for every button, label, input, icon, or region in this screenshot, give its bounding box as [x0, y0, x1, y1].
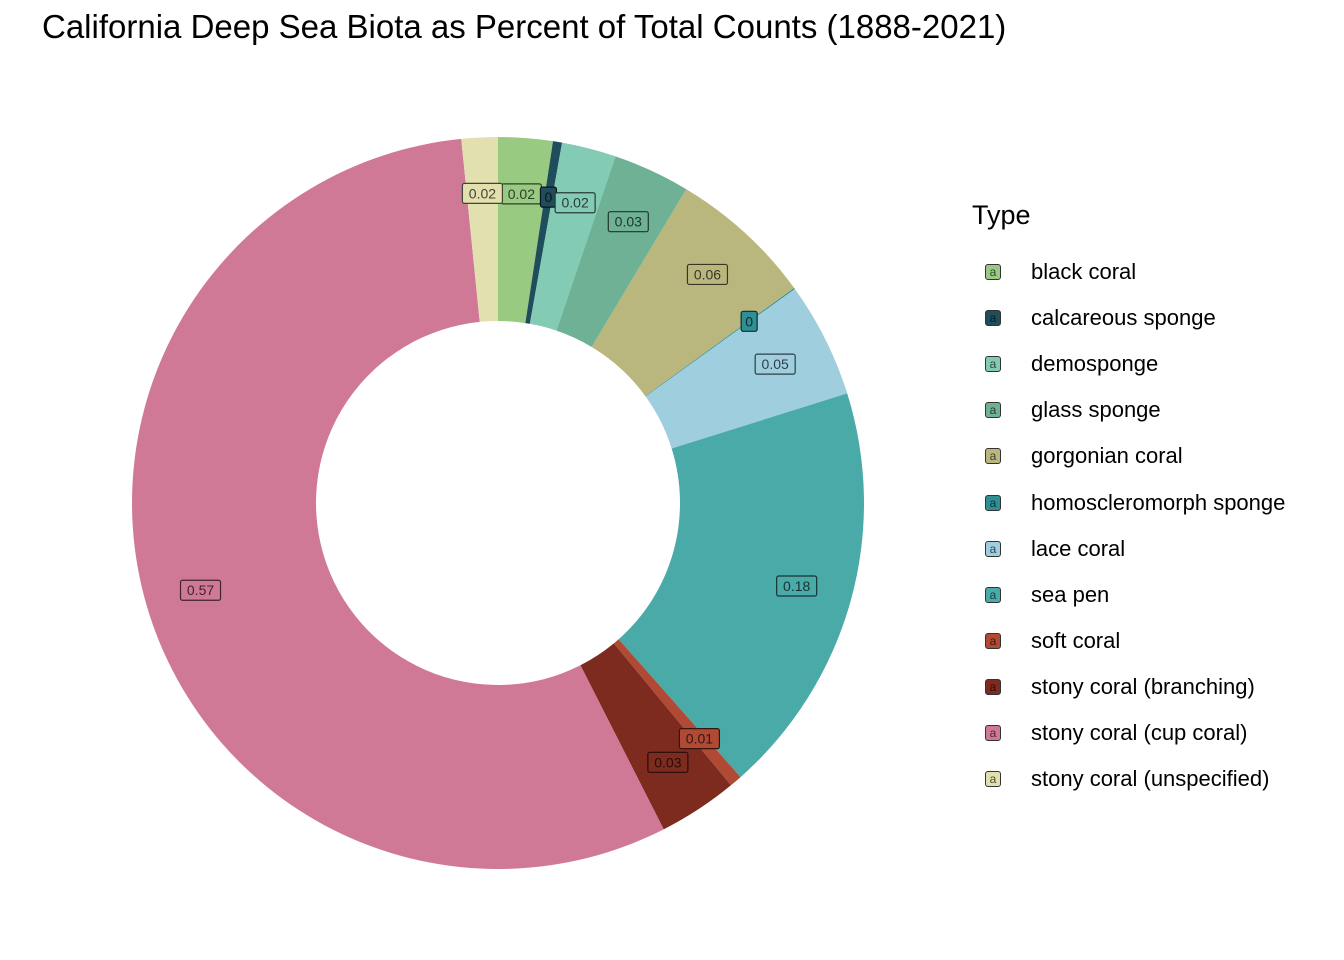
- legend-label: stony coral (cup coral): [1031, 719, 1248, 745]
- legend-item-homoscleromorph-sponge: a homoscleromorph sponge: [972, 479, 1285, 525]
- data-label-text: 0: [745, 313, 753, 329]
- slice-stony-coral-cup-coral: [132, 138, 664, 869]
- legend-label: sea pen: [1031, 581, 1110, 607]
- legend-item-lace-coral: a lace coral: [972, 526, 1285, 572]
- data-label-text: 0.02: [469, 185, 496, 201]
- legend-item-demosponge: a demosponge: [972, 341, 1285, 387]
- data-label-gorgonian-coral: 0.06: [686, 263, 729, 286]
- data-label-demosponge: 0.02: [554, 192, 596, 214]
- data-label-text: 0.03: [654, 754, 681, 770]
- data-label-box: [179, 579, 222, 601]
- legend-key: a: [985, 678, 1001, 695]
- slice-lace-coral: [645, 288, 848, 449]
- legend-items: a black coral a calcareous sponge a demospong…: [972, 249, 1285, 802]
- data-label-text: 0.02: [562, 195, 589, 211]
- slice-gorgonian-coral: [591, 189, 795, 397]
- legend-item-calcareous-sponge: a calcareous sponge: [972, 295, 1285, 341]
- data-label-sea-pen: 0.18: [776, 575, 818, 597]
- data-label-box: [754, 353, 796, 375]
- legend-item-stony-coral-cup-coral: a stony coral (cup coral): [972, 710, 1285, 756]
- legend-key: a: [985, 724, 1001, 741]
- data-label-box: [607, 211, 649, 233]
- data-label-text: 0.57: [187, 582, 214, 598]
- legend-item-black-coral: a black coral: [972, 249, 1285, 295]
- legend: Type a black coral a calcareous sponge a demo…: [972, 200, 1285, 802]
- legend-label: calcareous sponge: [1031, 305, 1216, 331]
- legend-item-gorgonian-coral: a gorgonian coral: [972, 433, 1285, 479]
- data-label-glass-sponge: 0.03: [607, 211, 649, 233]
- legend-item-stony-coral-unspecified: a stony coral (unspecified): [972, 756, 1285, 802]
- legend-key: a: [985, 494, 1001, 511]
- labels-layer: 0.02 0 0.02 0.03 0.06 0 0.05 0.18 0.01 0.03 0.57 0.…: [179, 182, 818, 773]
- legend-label: soft coral: [1031, 627, 1121, 653]
- legend-key: a: [985, 448, 1001, 465]
- data-label-stony-coral-unspecified: 0.02: [461, 182, 504, 204]
- data-label-text: 0: [545, 189, 553, 205]
- legend-item-soft-coral: a soft coral: [972, 618, 1285, 664]
- slice-sea-pen: [618, 393, 864, 778]
- data-label-text: 0.05: [762, 356, 789, 372]
- data-label-box: [461, 182, 504, 204]
- data-label-lace-coral: 0.05: [754, 353, 796, 375]
- legend-label: glass sponge: [1031, 397, 1161, 423]
- slice-glass-sponge: [556, 156, 687, 347]
- legend-key: a: [985, 264, 1001, 281]
- legend-label: demosponge: [1031, 351, 1159, 377]
- data-label-stony-coral-cup-coral: 0.57: [179, 579, 222, 601]
- legend-key: a: [985, 632, 1001, 649]
- data-label-calcareous-sponge: 0: [539, 186, 558, 208]
- data-label-box: [776, 575, 818, 597]
- legend-label: gorgonian coral: [1031, 443, 1183, 469]
- data-label-box: [678, 728, 721, 750]
- data-label-black-coral: 0.02: [500, 183, 542, 205]
- slice-demosponge: [529, 142, 616, 331]
- legend-key: a: [985, 356, 1001, 373]
- data-label-homoscleromorph-sponge: 0: [740, 310, 758, 332]
- legend-key: a: [985, 310, 1001, 327]
- data-label-text: 0.18: [783, 578, 810, 594]
- legend-label: homoscleromorph sponge: [1031, 489, 1286, 515]
- legend-label: stony coral (unspecified): [1031, 766, 1270, 792]
- legend-label: stony coral (branching): [1031, 673, 1255, 699]
- chart-title: California Deep Sea Biota as Percent of …: [42, 8, 1007, 45]
- data-label-text: 0.02: [508, 186, 535, 202]
- slices-layer: [132, 137, 864, 869]
- data-label-text: 0.01: [686, 731, 713, 747]
- data-label-soft-coral: 0.01: [678, 728, 721, 750]
- legend-item-stony-coral-branching: a stony coral (branching): [972, 664, 1285, 710]
- legend-label: black coral: [1031, 259, 1137, 285]
- legend-item-glass-sponge: a glass sponge: [972, 387, 1285, 433]
- legend-item-sea-pen: a sea pen: [972, 572, 1285, 618]
- legend-key: a: [985, 540, 1001, 557]
- data-label-box: [740, 310, 758, 332]
- data-label-text: 0.03: [615, 214, 642, 230]
- legend-key: a: [985, 586, 1001, 603]
- data-label-box: [647, 751, 689, 773]
- data-label-stony-coral-branching: 0.03: [647, 751, 689, 773]
- legend-title: Type: [972, 200, 1031, 230]
- data-label-text: 0.06: [694, 266, 721, 282]
- slice-stony-coral-branching: [580, 643, 731, 830]
- legend-key: a: [985, 771, 1001, 788]
- data-label-box: [686, 263, 729, 286]
- legend-key: a: [985, 402, 1001, 419]
- legend-label: lace coral: [1031, 535, 1126, 561]
- data-label-box: [554, 192, 596, 214]
